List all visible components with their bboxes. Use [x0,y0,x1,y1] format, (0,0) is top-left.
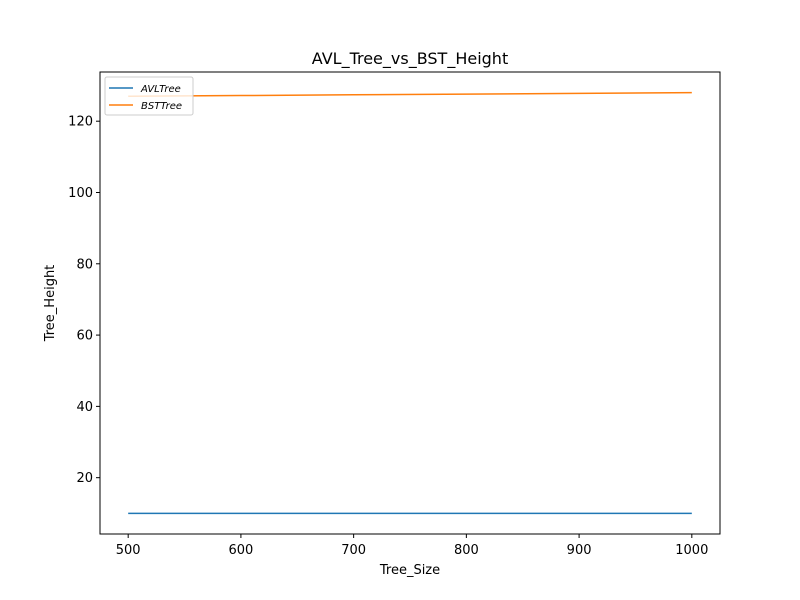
y-tick-label: 100 [68,186,93,201]
y-tick-label: 60 [76,329,93,344]
axes-frame [99,71,721,535]
x-axis-label: Tree_Size [379,563,440,578]
chart-title: AVL_Tree_vs_BST_Height [312,49,508,69]
x-tick-label: 800 [454,543,479,558]
x-tick-label: 1000 [675,543,708,558]
y-tick-label: 40 [76,400,93,415]
legend-label-bsttree: BSTTree [141,101,182,112]
y-axis-label: Tree_Height [43,265,58,343]
y-tick-label: 80 [76,257,93,272]
legend: AVLTree BSTTree [104,76,194,116]
x-tick-label: 900 [567,543,592,558]
plot-lines [128,91,692,515]
y-tick-label: 120 [68,115,93,130]
x-tick-label: 500 [116,543,141,558]
x-tick-label: 700 [341,543,366,558]
y-tick-label: 20 [76,471,93,486]
x-axis-ticks: 500 600 700 800 900 1000 [116,534,708,558]
y-axis-ticks: 20 40 60 80 100 120 [68,115,100,486]
x-tick-label: 600 [228,543,253,558]
series-line-bsttree [128,91,692,97]
legend-label-avltree: AVLTree [140,84,181,95]
